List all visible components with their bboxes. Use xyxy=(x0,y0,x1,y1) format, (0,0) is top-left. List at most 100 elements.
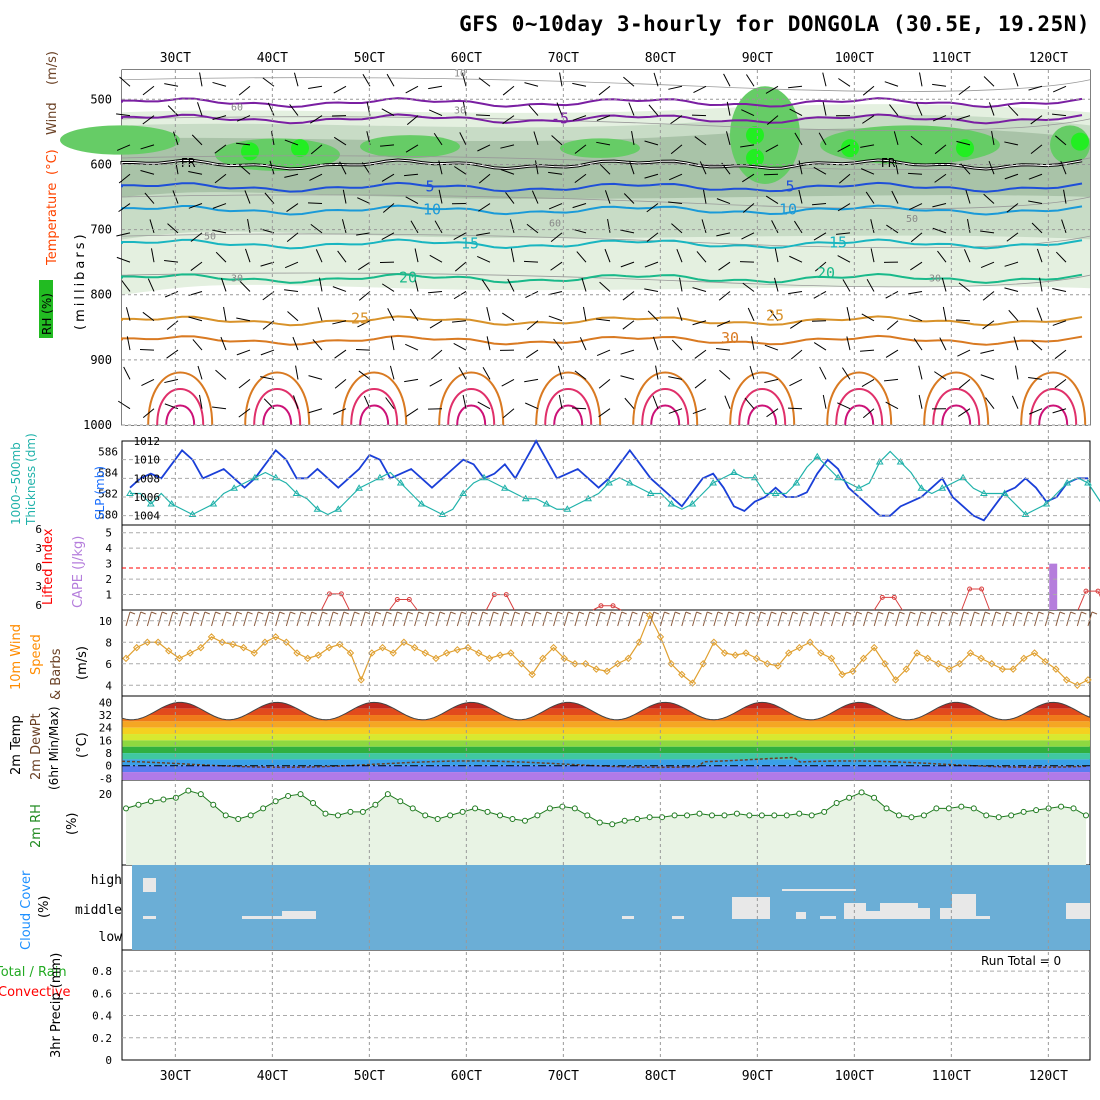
axis-labels: 5006007008009001000580582584586100410061… xyxy=(35,51,1068,1084)
wind-barb xyxy=(509,219,515,233)
wind-barb xyxy=(837,402,851,410)
isotherm-label: 30 xyxy=(721,329,739,347)
cloud-block xyxy=(880,903,918,919)
rh2m-marker xyxy=(447,812,454,819)
wind10-barb-flag xyxy=(386,611,392,615)
wind-barb xyxy=(287,311,299,322)
wind-barb xyxy=(789,108,803,117)
wind-speed-marker xyxy=(731,651,739,659)
wind-barb xyxy=(934,371,947,380)
wind-barb xyxy=(814,261,827,272)
label-rh: RH (%) xyxy=(40,293,54,335)
precip-tick: 0.2 xyxy=(92,1032,112,1045)
rh2m-marker xyxy=(384,791,391,798)
wind-barb xyxy=(289,104,299,116)
upper-air-panel: -5 5 5 10 10 15 15 20 20 25 25 30 FR FR 60 10 30 60 50 30 30… xyxy=(60,69,1091,426)
wind-barb xyxy=(1015,365,1019,380)
thickness-marker xyxy=(542,500,551,507)
thickness-marker xyxy=(771,489,780,496)
wind-barb xyxy=(381,232,395,241)
label-temp2m-3: (6hr Min/Max) xyxy=(47,707,61,791)
wind-barb xyxy=(718,291,731,301)
wind10-barb xyxy=(189,611,195,627)
wind-barb xyxy=(939,337,947,351)
rh2m-marker xyxy=(172,794,179,801)
rh-contour-label: 60 xyxy=(231,102,243,113)
wind10-barb-flag xyxy=(375,611,382,615)
wind-barb xyxy=(1028,200,1043,205)
li-marker xyxy=(891,594,897,600)
temp-loop xyxy=(1020,371,1087,426)
thickness-marker xyxy=(459,489,468,496)
thickness-marker xyxy=(1021,510,1030,517)
precip-tick: 0.8 xyxy=(92,965,112,978)
wind10-barb xyxy=(1034,611,1040,627)
wind-barb xyxy=(142,115,155,125)
wind-speed-marker xyxy=(410,643,419,652)
temp-loop xyxy=(244,371,311,426)
wind-barb xyxy=(236,115,251,122)
rh2m-marker xyxy=(297,791,304,798)
wind10-barb xyxy=(1066,611,1072,627)
rh2m-marker xyxy=(721,812,728,819)
wind-barb xyxy=(486,336,491,351)
wind-barb xyxy=(342,189,347,204)
wind-barb xyxy=(414,277,419,292)
wind10-barb-flag xyxy=(856,611,863,615)
wind-barb xyxy=(430,349,443,360)
wind-barb xyxy=(357,320,371,328)
wind10-barb-flag xyxy=(290,611,296,615)
temp-tick: 40 xyxy=(99,696,112,709)
thickness-marker xyxy=(896,458,905,465)
wind-barb xyxy=(598,379,611,389)
label-wind10-3: & Barbs xyxy=(49,648,64,700)
wind10-barb-flag xyxy=(161,611,168,615)
wind10-barb xyxy=(980,611,986,627)
panel-frames xyxy=(121,69,1091,1061)
wind-barb xyxy=(668,85,683,90)
wind-barb xyxy=(909,203,923,211)
wind10-barb xyxy=(916,611,922,627)
wind10-barb xyxy=(659,611,665,627)
wind-speed-marker xyxy=(1041,657,1049,666)
li-tick: 3 xyxy=(35,580,42,593)
wind10-barb xyxy=(1076,611,1082,627)
temp-loop xyxy=(262,404,293,426)
rh-contour-label: 30 xyxy=(454,106,466,117)
wind-barb xyxy=(284,139,299,146)
li-marker xyxy=(598,603,604,609)
rh-70-blob xyxy=(820,125,1000,165)
label-wind10-2: Speed xyxy=(29,634,44,675)
wind-barb xyxy=(918,365,923,380)
wind-barb xyxy=(244,190,251,204)
wind10-barb-flag xyxy=(974,611,980,615)
thickness-marker xyxy=(271,473,280,481)
wind-barb xyxy=(245,248,251,263)
wind-barb xyxy=(599,163,611,175)
wind-barb xyxy=(988,160,995,175)
temp-band xyxy=(122,708,1090,716)
temp-tick: 0 xyxy=(105,760,112,773)
rh2m-marker xyxy=(958,803,965,810)
wind10-barb-flag xyxy=(525,611,531,615)
wind-barb xyxy=(813,342,827,351)
wind-barb xyxy=(116,144,131,151)
wind-barb xyxy=(679,277,683,292)
wind-barb xyxy=(1036,248,1043,263)
wind-barb xyxy=(284,261,299,269)
wind-barb xyxy=(1053,85,1067,93)
wind-barb xyxy=(622,320,635,330)
wind-barb xyxy=(380,144,395,147)
wind-barb xyxy=(405,85,419,94)
wind10-barb xyxy=(531,611,537,627)
wind-barb xyxy=(596,115,611,121)
wind-barb xyxy=(620,229,635,234)
wind10-barb xyxy=(478,611,484,627)
wind-barb xyxy=(310,223,323,234)
wind-speed-marker xyxy=(934,660,943,668)
thickness-line xyxy=(130,450,1100,516)
wind10-barb-flag xyxy=(364,611,371,615)
wind10-barb-flag xyxy=(642,611,649,615)
wind-barb xyxy=(628,102,635,116)
wind-barb xyxy=(292,336,299,351)
